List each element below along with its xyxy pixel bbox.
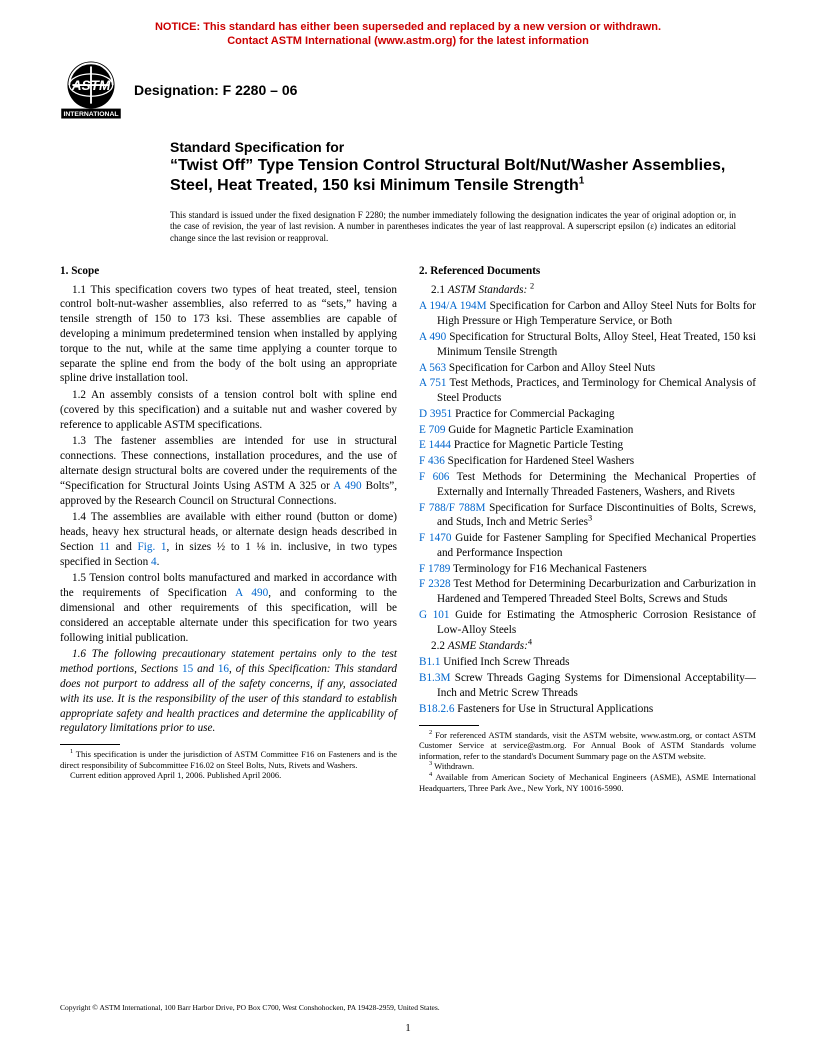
- two-column-body: 1. Scope 1.1 This specification covers t…: [60, 262, 756, 793]
- para-1-1: 1.1 This specification covers two types …: [60, 283, 397, 386]
- notice-line1: NOTICE: This standard has either been su…: [155, 21, 661, 33]
- para-1-6: 1.6 The following precautionary statemen…: [60, 647, 397, 736]
- ref-item: F 2328 Test Method for Determining Decar…: [419, 577, 756, 607]
- ref-item: G 101 Guide for Estimating the Atmospher…: [419, 608, 756, 638]
- ref-code[interactable]: F 606: [419, 471, 449, 483]
- footnote-rule-left: [60, 744, 120, 745]
- ref-item: F 1470 Guide for Fastener Sampling for S…: [419, 531, 756, 561]
- xref-fig1[interactable]: Fig. 1: [138, 541, 167, 553]
- ref-item: F 788/F 788M Specification for Surface D…: [419, 501, 756, 531]
- ref-item: E 1444 Practice for Magnetic Particle Te…: [419, 438, 756, 453]
- title-prefix: Standard Specification for: [170, 139, 736, 157]
- ref-item: B1.1 Unified Inch Screw Threads: [419, 655, 756, 670]
- ref-code[interactable]: A 490: [419, 331, 446, 343]
- ref-item: D 3951 Practice for Commercial Packaging: [419, 407, 756, 422]
- para-1-2: 1.2 An assembly consists of a tension co…: [60, 388, 397, 432]
- ref-item: F 436 Specification for Hardened Steel W…: [419, 454, 756, 469]
- xref-sec16[interactable]: 16: [218, 663, 229, 675]
- xref-a490[interactable]: A 490: [333, 480, 361, 492]
- designation: Designation: F 2280 – 06: [134, 82, 297, 98]
- footnote-3: 3 Withdrawn.: [419, 761, 756, 772]
- ref-code[interactable]: D 3951: [419, 408, 452, 420]
- page: NOTICE: This standard has either been su…: [0, 0, 816, 1056]
- header-row: ASTM INTERNATIONAL Designation: F 2280 –…: [60, 59, 756, 121]
- ref-code[interactable]: B1.1: [419, 656, 440, 668]
- sub-2-2: 2.2 ASME Standards:4: [419, 639, 756, 654]
- ref-code[interactable]: F 1470: [419, 532, 451, 544]
- section-2-head: 2. Referenced Documents: [419, 264, 756, 279]
- ref-code[interactable]: F 1789: [419, 563, 450, 575]
- ref-item: B18.2.6 Fasteners for Use in Structural …: [419, 702, 756, 717]
- ref-item: F 1789 Terminology for F16 Mechanical Fa…: [419, 562, 756, 577]
- ref-code[interactable]: A 194/A 194M: [419, 300, 487, 312]
- issuance-note: This standard is issued under the fixed …: [170, 210, 736, 244]
- sub-2-1: 2.1 ASTM Standards: 2: [419, 283, 756, 298]
- ref-code[interactable]: G 101: [419, 609, 449, 621]
- ref-code[interactable]: F 788/F 788M: [419, 502, 485, 514]
- ref-item: A 194/A 194M Specification for Carbon an…: [419, 299, 756, 329]
- copyright-line: Copyright © ASTM International, 100 Barr…: [60, 1003, 756, 1012]
- ref-code[interactable]: E 1444: [419, 439, 451, 451]
- xref-sec15[interactable]: 15: [182, 663, 193, 675]
- column-left: 1. Scope 1.1 This specification covers t…: [60, 262, 397, 793]
- ref-code[interactable]: A 563: [419, 362, 446, 374]
- ref-code[interactable]: F 436: [419, 455, 445, 467]
- footnote-4: 4 Available from American Society of Mec…: [419, 772, 756, 793]
- section-1-head: 1. Scope: [60, 264, 397, 279]
- ref-item: E 709 Guide for Magnetic Particle Examin…: [419, 423, 756, 438]
- para-1-5: 1.5 Tension control bolts manufactured a…: [60, 571, 397, 645]
- footnote-2: 2 For referenced ASTM standards, visit t…: [419, 730, 756, 762]
- footnote-rule-right: [419, 725, 479, 726]
- ref-item: B1.3M Screw Threads Gaging Systems for D…: [419, 671, 756, 701]
- ref-code[interactable]: E 709: [419, 424, 445, 436]
- page-number: 1: [0, 1022, 816, 1034]
- ref-item: A 563 Specification for Carbon and Alloy…: [419, 361, 756, 376]
- ref-code[interactable]: B18.2.6: [419, 703, 454, 715]
- xref-a490-2[interactable]: A 490: [235, 587, 268, 599]
- ref-item: F 606 Test Methods for Determining the M…: [419, 470, 756, 500]
- astm-logo-icon: ASTM INTERNATIONAL: [60, 59, 122, 121]
- footnote-1b: Current edition approved April 1, 2006. …: [60, 770, 397, 781]
- footnote-1: 1 This specification is under the jurisd…: [60, 749, 397, 770]
- column-right: 2. Referenced Documents 2.1 ASTM Standar…: [419, 262, 756, 793]
- ref-item: A 751 Test Methods, Practices, and Termi…: [419, 376, 756, 406]
- para-1-4: 1.4 The assemblies are available with ei…: [60, 510, 397, 569]
- ref-code[interactable]: B1.3M: [419, 672, 450, 684]
- para-1-3: 1.3 The fastener assemblies are intended…: [60, 434, 397, 508]
- notice-banner: NOTICE: This standard has either been su…: [60, 20, 756, 49]
- svg-text:INTERNATIONAL: INTERNATIONAL: [63, 111, 118, 118]
- ref-code[interactable]: F 2328: [419, 578, 451, 590]
- title-main: “Twist Off” Type Tension Control Structu…: [170, 156, 736, 196]
- ref-code[interactable]: A 751: [419, 377, 446, 389]
- title-block: Standard Specification for “Twist Off” T…: [170, 139, 736, 197]
- notice-line2: Contact ASTM International (www.astm.org…: [227, 35, 589, 47]
- svg-text:ASTM: ASTM: [71, 78, 111, 93]
- xref-sec11[interactable]: 11: [99, 541, 110, 553]
- ref-item: A 490 Specification for Structural Bolts…: [419, 330, 756, 360]
